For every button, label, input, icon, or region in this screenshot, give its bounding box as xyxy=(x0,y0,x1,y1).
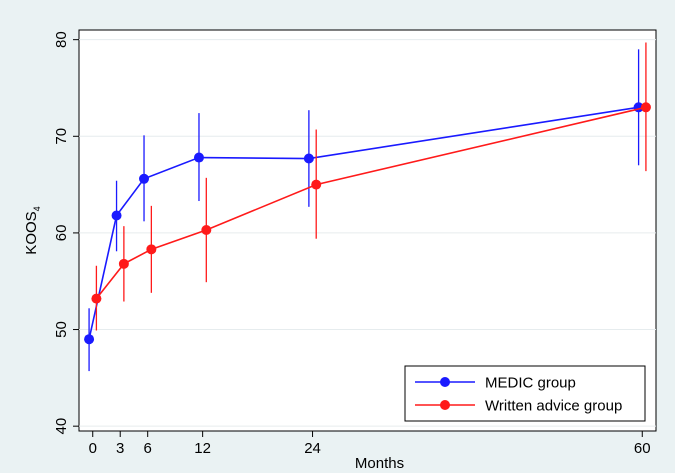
data-point xyxy=(91,293,102,304)
axes: 40 50 60 70 80 0 3 6 12 24 60 xyxy=(53,31,650,457)
x-tick-label: 60 xyxy=(634,440,651,457)
data-point xyxy=(303,153,314,164)
legend-items: MEDIC group Written advice group xyxy=(415,374,622,414)
data-point xyxy=(111,210,122,221)
y-axis-title: KOOS4 xyxy=(23,206,42,254)
series-line xyxy=(95,106,647,300)
x-tick-label: 24 xyxy=(304,440,321,457)
data-point xyxy=(118,258,129,269)
y-tick-label: 60 xyxy=(53,225,70,242)
series-medic xyxy=(84,49,644,372)
series-line xyxy=(88,106,639,340)
series-written-advice xyxy=(91,42,651,331)
x-tick-label: 0 xyxy=(89,440,97,457)
y-tick-label: 80 xyxy=(53,31,70,48)
x-tick-label: 6 xyxy=(144,440,152,457)
legend-swatch-marker xyxy=(440,377,450,387)
gridlines xyxy=(79,39,656,427)
x-tick-label: 12 xyxy=(194,440,211,457)
y-axis-title-subscript: 4 xyxy=(32,206,42,211)
series-layer xyxy=(84,42,651,372)
data-point xyxy=(193,152,204,163)
y-tick-label: 70 xyxy=(53,128,70,145)
y-tick-label: 50 xyxy=(53,321,70,338)
legend-swatch-marker xyxy=(440,400,450,410)
legend-label: Written advice group xyxy=(485,397,622,414)
data-point xyxy=(139,173,150,184)
data-point xyxy=(84,334,95,345)
x-tick-label: 3 xyxy=(116,440,124,457)
y-axis-title-main: KOOS xyxy=(23,211,40,254)
data-point xyxy=(640,102,651,113)
legend: MEDIC group Written advice group xyxy=(404,365,646,422)
data-point xyxy=(201,225,212,236)
legend-box xyxy=(404,365,646,422)
plot-area xyxy=(78,29,657,432)
legend-label: MEDIC group xyxy=(485,374,576,391)
x-axis-title: Months xyxy=(355,455,404,472)
y-tick-label: 40 xyxy=(53,418,70,435)
data-point xyxy=(146,244,157,255)
data-point xyxy=(311,179,322,190)
